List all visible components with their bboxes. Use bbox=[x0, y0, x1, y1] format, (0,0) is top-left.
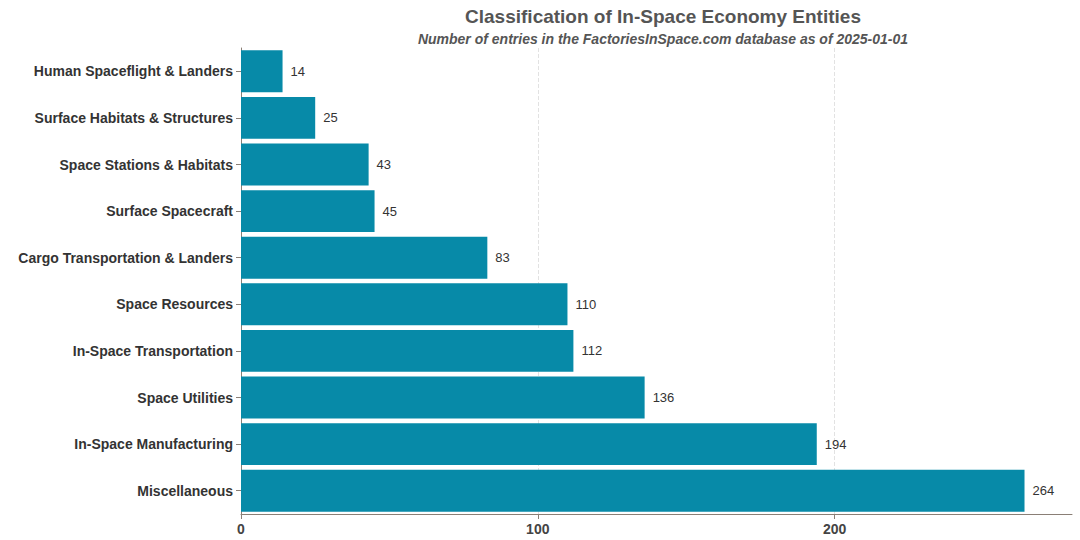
svg-text:264: 264 bbox=[1033, 483, 1055, 498]
svg-text:Cargo Transportation & Landers: Cargo Transportation & Landers bbox=[18, 250, 233, 266]
svg-text:Surface Spacecraft: Surface Spacecraft bbox=[106, 203, 233, 219]
svg-text:43: 43 bbox=[377, 157, 391, 172]
svg-text:In-Space Transportation: In-Space Transportation bbox=[73, 343, 233, 359]
svg-text:14: 14 bbox=[291, 64, 305, 79]
svg-text:100: 100 bbox=[526, 521, 550, 537]
svg-text:0: 0 bbox=[237, 521, 245, 537]
svg-text:200: 200 bbox=[823, 521, 847, 537]
svg-text:Space Stations & Habitats: Space Stations & Habitats bbox=[60, 157, 234, 173]
svg-text:Human Spaceflight & Landers: Human Spaceflight & Landers bbox=[34, 63, 233, 79]
svg-text:25: 25 bbox=[323, 110, 337, 125]
svg-text:Classification of In-Space Eco: Classification of In-Space Economy Entit… bbox=[465, 6, 861, 27]
svg-text:112: 112 bbox=[581, 343, 602, 358]
svg-text:Surface Habitats & Structures: Surface Habitats & Structures bbox=[35, 110, 234, 126]
svg-text:Space Utilities: Space Utilities bbox=[137, 390, 233, 406]
svg-text:Space Resources: Space Resources bbox=[116, 296, 233, 312]
svg-text:Miscellaneous: Miscellaneous bbox=[137, 483, 233, 499]
svg-text:136: 136 bbox=[653, 390, 675, 405]
svg-text:45: 45 bbox=[383, 204, 397, 219]
svg-text:In-Space Manufacturing: In-Space Manufacturing bbox=[74, 436, 233, 452]
svg-text:110: 110 bbox=[575, 297, 596, 312]
svg-text:194: 194 bbox=[825, 437, 847, 452]
svg-text:Number of entries in the Facto: Number of entries in the FactoriesInSpac… bbox=[418, 31, 908, 47]
svg-text:83: 83 bbox=[495, 250, 509, 265]
